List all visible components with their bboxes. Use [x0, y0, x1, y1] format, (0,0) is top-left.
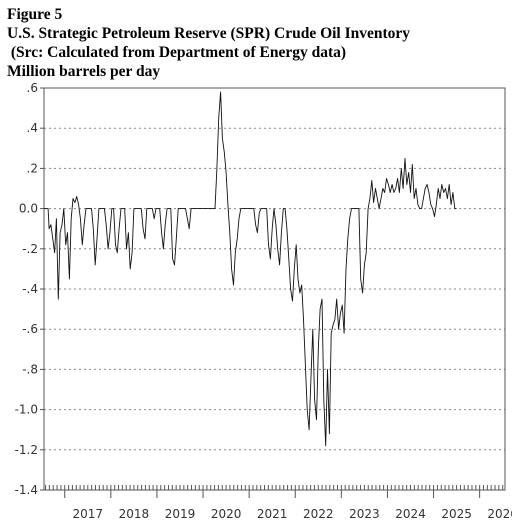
x-tick-label: 2025	[441, 507, 472, 521]
y-tick-label: -.4	[22, 282, 38, 296]
series-group	[44, 91, 457, 447]
figure-label: Figure 5	[7, 6, 63, 23]
grid-lines	[44, 127, 505, 451]
y-tick-label: -.2	[22, 242, 38, 256]
chart-units: Million barrels per day	[7, 63, 161, 80]
y-tick-label: .4	[27, 121, 38, 135]
y-axis: .6 .4 .2 0.0 -.2 -.4 -.6 -.8 -1.0 -1.2 -1.4	[15, 81, 44, 497]
x-tick-label: 2019	[165, 507, 196, 521]
y-tick-label: -1.0	[15, 403, 38, 417]
title-block: Figure 5 U.S. Strategic Petroleum Reserv…	[7, 5, 410, 81]
y-tick-label: -.6	[22, 322, 38, 336]
x-tick-label: 2024	[395, 507, 426, 521]
x-tick-label: 2017	[73, 507, 104, 521]
series-line	[44, 91, 457, 447]
x-tick-label: 2020	[211, 507, 242, 521]
x-tick-label: 2022	[303, 507, 334, 521]
x-tick-label: 2023	[349, 507, 380, 521]
chart-source: (Src: Calculated from Department of Ener…	[7, 44, 347, 61]
y-tick-label: .6	[27, 81, 38, 95]
x-axis: 2017 2018 2019 2020 2021 2022 2023 2024 2025 2026	[45, 485, 512, 521]
x-tick-label: 2026	[487, 507, 512, 521]
y-tick-label: -1.4	[15, 483, 38, 497]
chart-title: U.S. Strategic Petroleum Reserve (SPR) C…	[7, 25, 411, 42]
y-tick-label: .2	[27, 161, 38, 175]
x-tick-label: 2018	[119, 507, 150, 521]
y-tick-label: 0.0	[19, 202, 38, 216]
y-tick-label: -.8	[22, 362, 38, 376]
y-tick-label: -1.2	[15, 443, 38, 457]
x-tick-label: 2021	[257, 507, 288, 521]
